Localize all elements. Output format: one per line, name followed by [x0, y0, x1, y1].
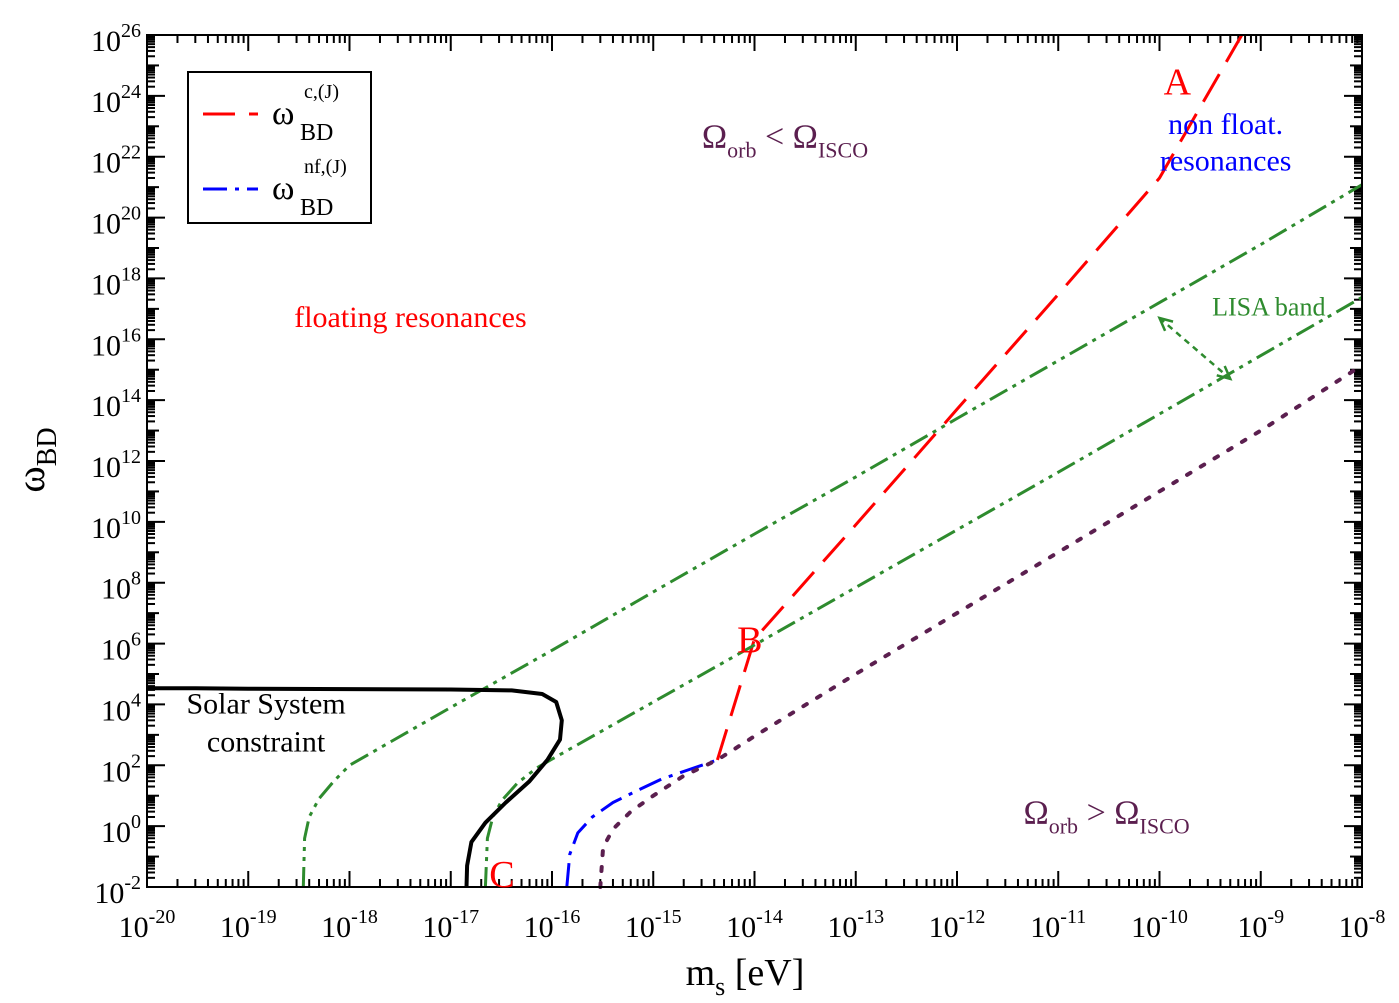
label-nonfloat-2: resonances [1160, 145, 1292, 178]
y-tick-label: 1026 [91, 20, 141, 58]
series-line-2 [598, 363, 1364, 889]
y-tick-label: 1020 [91, 203, 141, 241]
y-axis-label: ωBD [8, 427, 63, 492]
legend-box [187, 71, 372, 224]
x-tick-label: 10-11 [1030, 906, 1086, 944]
y-tick-label: 1018 [91, 263, 141, 301]
series-line-0 [715, 34, 1244, 761]
x-tick-label: 10-13 [827, 906, 884, 944]
arrow-head [1157, 316, 1174, 332]
x-tick-label: 10-12 [929, 906, 986, 944]
series-line-3 [301, 183, 1363, 888]
label-nonfloat-1: non float. [1168, 108, 1283, 141]
axis-labels: ms [eV] ωBD [8, 427, 804, 1001]
y-tick-label: 1010 [91, 507, 141, 545]
legend: ωBDc,(J) ωBDnf,(J) [187, 71, 372, 224]
x-axis-label: ms [eV] [686, 952, 805, 1001]
label-C: C [489, 854, 514, 896]
label-floating: floating resonances [294, 301, 526, 334]
arrow-head [1216, 365, 1233, 381]
y-tick-label: 102 [101, 750, 141, 788]
y-tick-label: 1016 [91, 324, 141, 362]
x-tick-label: 10-14 [726, 906, 783, 944]
tick-marks [146, 35, 1363, 888]
label-orb-lt-isco: Ωorb < ΩISCO [702, 119, 868, 163]
series-line-5 [147, 686, 564, 888]
y-tick-label: 1022 [91, 142, 141, 180]
x-tick-label: 10-19 [220, 906, 277, 944]
y-tick-label: 1024 [91, 81, 141, 119]
y-tick-label: 1012 [91, 446, 141, 484]
x-tick-label: 10-17 [422, 906, 479, 944]
series-layer [147, 34, 1364, 889]
label-solar-1: Solar System [186, 688, 345, 721]
y-tick-label: 1014 [91, 385, 141, 423]
label-B: B [737, 620, 762, 662]
y-tick-label: 10-2 [94, 872, 141, 910]
x-tick-label: 10-8 [1339, 906, 1386, 944]
label-lisa: LISA band [1212, 293, 1325, 322]
x-tick-label: 10-9 [1237, 906, 1284, 944]
series-line-1 [565, 758, 718, 888]
x-tick-label: 10-18 [321, 906, 378, 944]
y-tick-label: 108 [101, 568, 141, 606]
label-orb-gt-isco: Ωorb > ΩISCO [1023, 795, 1189, 839]
label-solar-2: constraint [207, 726, 326, 759]
x-tick-label: 10-16 [524, 906, 581, 944]
x-tick-label: 10-10 [1131, 906, 1188, 944]
tick-labels: 10-20 10-19 10-18 10-17 10-16 10-15 10-14 10-13… [91, 20, 1385, 944]
label-A: A [1164, 62, 1192, 104]
y-tick-label: 104 [101, 689, 141, 727]
lisa-band-arrow [1158, 317, 1232, 380]
y-tick-label: 100 [101, 811, 141, 849]
x-tick-label: 10-15 [625, 906, 682, 944]
y-tick-label: 106 [101, 629, 141, 667]
legend-label-0: ωBDc,(J) [272, 81, 339, 146]
series-line-4 [483, 296, 1363, 888]
x-tick-label: 10-20 [119, 906, 176, 944]
legend-label-1: ωBDnf,(J) [272, 156, 347, 221]
plot-frame [146, 34, 1363, 888]
